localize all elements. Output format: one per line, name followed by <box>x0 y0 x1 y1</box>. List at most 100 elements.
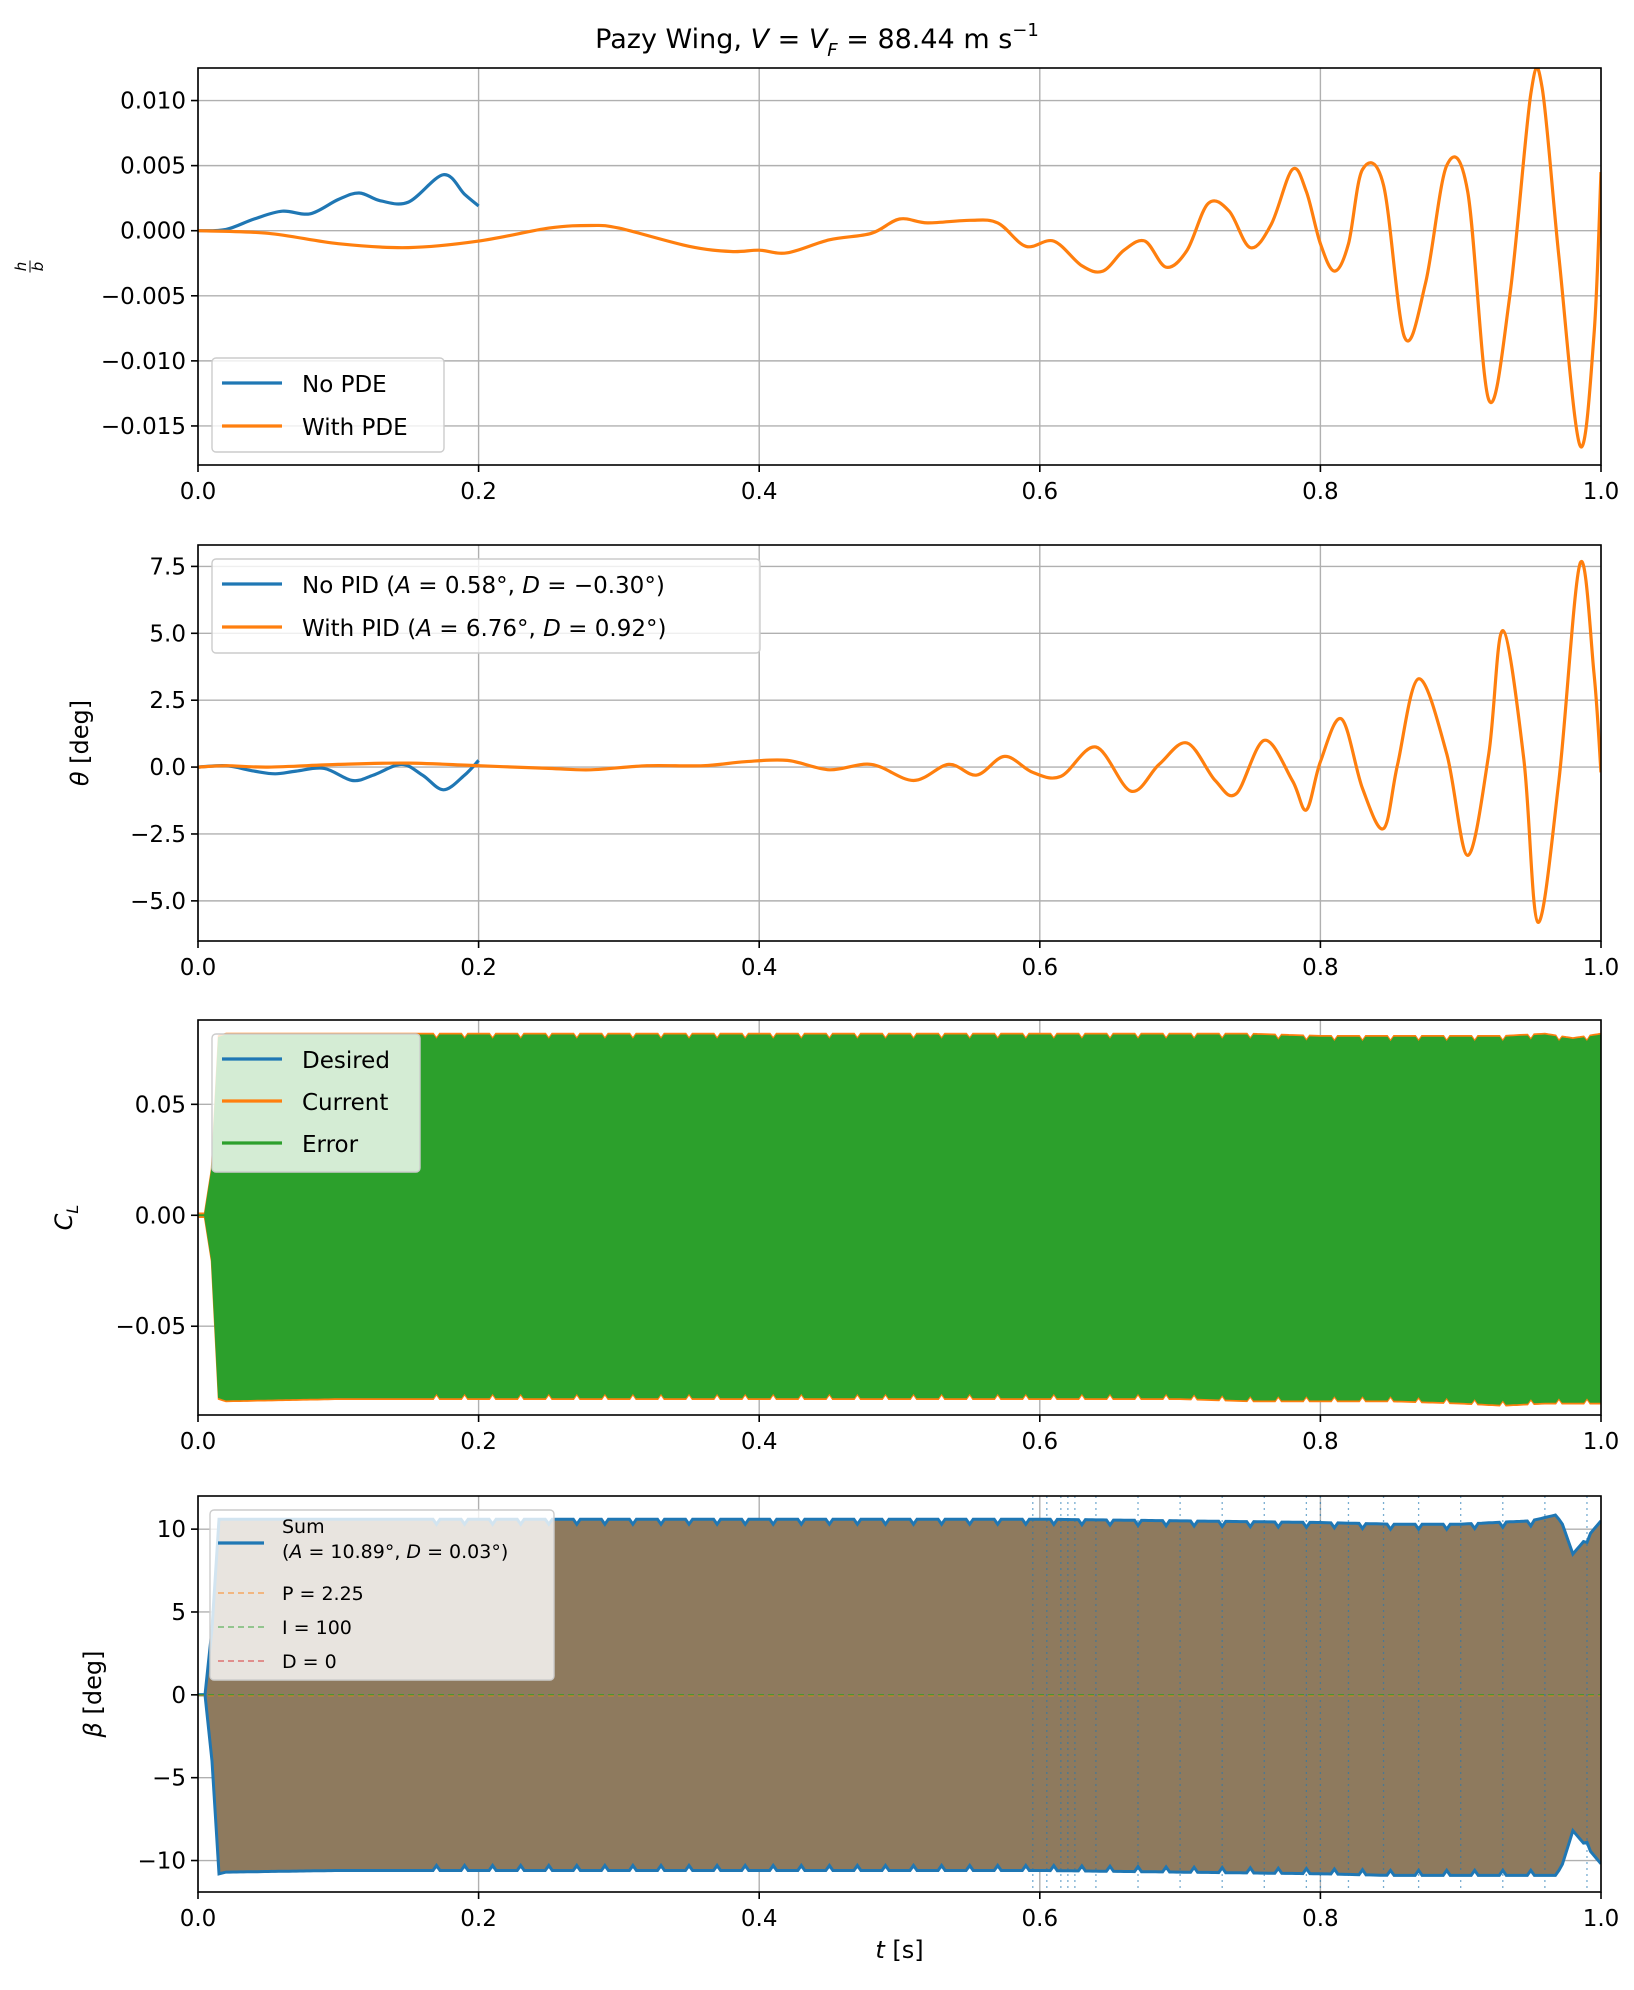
series-line-1 <box>198 173 480 233</box>
x-tick-label: 0.4 <box>741 1906 778 1932</box>
legend-label: With PID (A = 6.76°, D = 0.92°) <box>302 616 666 642</box>
legend-label: Current <box>302 1090 388 1116</box>
legend-label: D = 0 <box>282 1651 337 1673</box>
current-envelope-upper <box>198 1032 1601 1216</box>
pitch-panel: 0.0 0.2 0.4 0.6 0.8 1.0 7.5 5.0 2.5 0.0 −2.5 −5.0 θ … <box>66 544 1619 981</box>
legend-label-part: D <box>406 1541 421 1563</box>
legend-box <box>209 1509 555 1681</box>
legend-box <box>211 558 761 654</box>
y-tick-label: −5 <box>152 1766 186 1792</box>
y-tick-label: 0.005 <box>120 154 186 180</box>
axes-frame <box>197 1019 1602 1416</box>
axes-frame <box>197 544 1602 942</box>
series-line-2 <box>198 68 1601 449</box>
legend-label-part: A <box>393 573 411 599</box>
y-tick-label: 5.0 <box>149 621 186 647</box>
y-tick-label: 2.5 <box>149 688 186 714</box>
y-tick-label: −10 <box>137 1849 186 1875</box>
x-tick-label: 0.2 <box>460 1906 497 1932</box>
legend-label-part: A <box>414 616 432 642</box>
legend-label-part: With PID ( <box>302 616 416 642</box>
y-tick-label: −0.005 <box>101 284 186 310</box>
legend-label: Error <box>302 1132 359 1158</box>
y-tick-label: 10 <box>157 1517 186 1543</box>
error-signal-band <box>198 1034 1601 1405</box>
x-tick-label: 0.6 <box>1022 479 1059 505</box>
legend-label-part: A <box>287 1541 302 1563</box>
y-label-unit: [deg] <box>66 700 94 772</box>
y-label-sub: L <box>63 1205 82 1214</box>
y-axis-label: β [deg] <box>79 1651 107 1739</box>
y-label-denominator: b <box>29 262 47 272</box>
plot-area <box>198 559 1601 924</box>
x-tick-label: 0.8 <box>1302 955 1339 981</box>
y-axis-label: CL <box>50 1205 82 1231</box>
x-tick-label: 0.6 <box>1022 1429 1059 1455</box>
x-tick-label: 0.2 <box>460 479 497 505</box>
flap-angle-panel: 0.0 0.2 0.4 0.6 0.8 1.0 10 5 0 −5 −10 β [deg] t [s] S… <box>79 1495 1620 1964</box>
y-label-main: C <box>50 1213 78 1230</box>
y-label-unit: [deg] <box>79 1651 107 1723</box>
legend-label: No PID (A = 0.58°, D = −0.30°) <box>302 573 665 599</box>
series-line-2 <box>198 559 1601 924</box>
x-tick-label: 0.0 <box>180 955 217 981</box>
x-tick-label: 0.6 <box>1022 955 1059 981</box>
y-tick-label: 0.00 <box>135 1203 186 1229</box>
legend-label-part: = 10.89°, <box>302 1541 406 1563</box>
legend-label: I = 100 <box>282 1617 352 1639</box>
y-tick-label: −0.015 <box>101 414 186 440</box>
legend-label: (A = 10.89°, D = 0.03°) <box>282 1541 508 1563</box>
x-tick-label: 1.0 <box>1583 1429 1620 1455</box>
legend-label-part: = 0.92°) <box>561 616 667 642</box>
legend-label-part: = −0.30°) <box>540 573 665 599</box>
x-tick-label: 0.8 <box>1302 1906 1339 1932</box>
heave-panel: 0.0 0.2 0.4 0.6 0.8 1.0 0.010 0.005 0.000 −0.005 −… <box>12 67 1620 505</box>
legend-label-part: No PID ( <box>302 573 395 599</box>
legend-label: Desired <box>302 1048 390 1074</box>
x-tick-label: 0.2 <box>460 955 497 981</box>
y-tick-label: 5 <box>171 1600 186 1626</box>
legend-label: With PDE <box>302 415 408 441</box>
y-tick-label: −2.5 <box>130 822 186 848</box>
plot-area <box>198 1032 1601 1407</box>
x-label-unit: [s] <box>885 1936 924 1964</box>
y-label-symbol: β <box>79 1722 107 1738</box>
legend-label-part: D <box>522 573 540 599</box>
y-tick-label: −0.05 <box>116 1314 186 1340</box>
axes-frame <box>197 1495 1602 1893</box>
x-tick-label: 1.0 <box>1583 479 1620 505</box>
x-tick-label: 0.0 <box>180 479 217 505</box>
x-tick-label: 0.0 <box>180 1429 217 1455</box>
series-line-1 <box>198 759 480 792</box>
legend-label: P = 2.25 <box>282 1583 364 1605</box>
y-tick-label: −5.0 <box>130 889 186 915</box>
legend-label-part: = 0.58°, <box>411 573 522 599</box>
x-tick-label: 0.6 <box>1022 1906 1059 1932</box>
y-tick-label: 0.05 <box>135 1092 186 1118</box>
x-tick-label: 1.0 <box>1583 1906 1620 1932</box>
legend-label-part: = 6.76°, <box>432 616 543 642</box>
legend-label-part: = 0.03°) <box>421 1541 508 1563</box>
y-tick-label: 0 <box>171 1683 186 1709</box>
axes-frame <box>197 67 1602 466</box>
sum-envelope-lower <box>198 1693 1601 1877</box>
y-label-symbol: θ <box>66 771 94 786</box>
y-label-numerator: h <box>12 262 30 272</box>
y-tick-label: 7.5 <box>149 554 186 580</box>
y-tick-label: 0.0 <box>149 755 186 781</box>
x-tick-label: 0.0 <box>180 1906 217 1932</box>
x-tick-label: 0.8 <box>1302 479 1339 505</box>
x-tick-label: 0.4 <box>741 1429 778 1455</box>
x-label-symbol: t <box>875 1936 886 1964</box>
x-axis-label: t [s] <box>875 1936 923 1964</box>
legend-box <box>211 1033 421 1173</box>
x-tick-label: 0.4 <box>741 955 778 981</box>
y-tick-label: 0.010 <box>120 89 186 115</box>
legend-label-part: D <box>543 616 561 642</box>
legend-label: No PDE <box>302 372 387 398</box>
figure-title: Pazy Wing, V = VF = 88.44 m s−1 <box>595 20 1039 61</box>
y-tick-label: −0.010 <box>101 349 186 375</box>
lift-coefficient-panel: 0.0 0.2 0.4 0.6 0.8 1.0 0.05 0.00 −0.05 CL Desired… <box>50 1019 1620 1455</box>
